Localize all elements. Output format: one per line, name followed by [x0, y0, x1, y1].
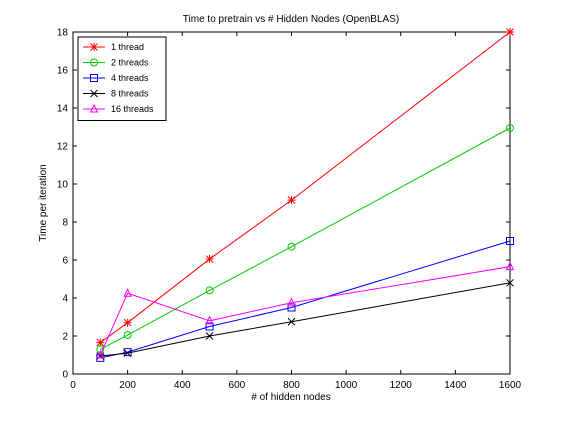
legend-label: 2 threads [111, 58, 149, 68]
x-tick-label: 1400 [444, 380, 467, 391]
series-layer [96, 28, 515, 362]
legend-marker [90, 43, 98, 51]
data-point [123, 318, 132, 327]
legend-entry: 2 threads [83, 58, 149, 68]
legend-marker [90, 89, 98, 98]
series-4 [96, 278, 514, 360]
legend-entry: 8 threads [83, 89, 149, 99]
data-point [506, 278, 514, 287]
y-tick-label: 12 [57, 142, 69, 153]
data-point [205, 286, 214, 295]
series-2 [96, 123, 514, 354]
legend-label: 16 threads [111, 104, 154, 114]
y-tick-label: 14 [57, 104, 69, 115]
series-line [100, 282, 511, 357]
x-tick-label: 200 [119, 380, 136, 391]
y-tick-label: 16 [57, 66, 69, 77]
data-point [96, 349, 105, 359]
series-5 [96, 261, 515, 359]
series-line [100, 127, 511, 350]
series-line [100, 240, 511, 359]
y-tick-label: 8 [62, 218, 68, 229]
series-3 [96, 237, 514, 362]
legend-marker [89, 103, 99, 113]
y-tick-label: 6 [62, 256, 68, 267]
legend: 1 thread 2 threads 4 threads 8 threads 16 th… [77, 36, 167, 121]
data-point [205, 322, 214, 331]
data-point [506, 123, 514, 132]
legend-marker [90, 74, 98, 82]
data-point [205, 315, 214, 325]
data-point [287, 242, 296, 251]
data-point [123, 288, 132, 297]
legend-label: 8 threads [111, 89, 149, 99]
data-point [205, 332, 214, 340]
x-tick-label: 400 [174, 380, 191, 391]
axes: 0 200 400 600 800 1000 1200 1400 1600 0 2 4 6 8 10 12 14… [57, 28, 522, 392]
legend-label: 1 thread [111, 42, 144, 52]
x-tick-label: 600 [229, 380, 246, 391]
x-tick-label: 1200 [390, 380, 413, 391]
data-point [287, 297, 296, 307]
y-axis-label: Time per iteration [38, 164, 49, 241]
data-point [96, 345, 105, 354]
x-tick-label: 0 [70, 380, 76, 391]
data-point [506, 237, 514, 245]
legend-entry: 1 thread [83, 42, 144, 52]
data-point [123, 349, 132, 357]
y-tick-label: 4 [62, 294, 68, 305]
legend-marker [90, 58, 98, 67]
data-point [96, 338, 105, 347]
y-tick-label: 18 [57, 28, 69, 39]
data-point [123, 331, 132, 340]
x-tick-label: 1000 [335, 380, 358, 391]
legend-entry: 16 threads [83, 103, 154, 114]
y-tick-label: 2 [62, 332, 68, 343]
data-point [287, 317, 296, 326]
x-tick-label: 800 [283, 380, 300, 391]
chart-title: Time to pretrain vs # Hidden Nodes (Open… [183, 14, 399, 25]
data-point [505, 261, 515, 271]
y-tick-label: 10 [57, 180, 69, 191]
data-point [287, 196, 296, 205]
data-point [287, 303, 296, 312]
legend-entry: 4 threads [83, 73, 149, 83]
series-1 [96, 28, 514, 347]
x-tick-label: 1600 [499, 380, 522, 391]
series-line [99, 266, 511, 356]
data-point [506, 28, 514, 36]
legend-label: 4 threads [111, 73, 149, 83]
y-tick-label: 0 [62, 370, 68, 381]
x-axis-label: # of hidden nodes [251, 392, 331, 403]
data-point [205, 255, 214, 264]
